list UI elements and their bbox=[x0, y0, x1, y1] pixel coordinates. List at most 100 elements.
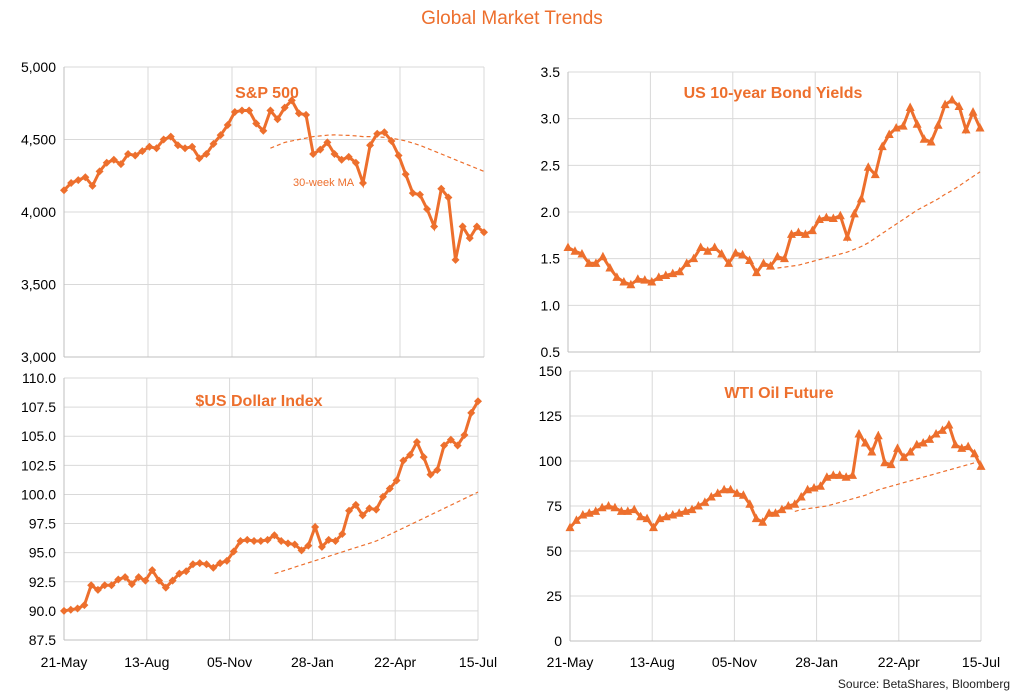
data-point-marker bbox=[351, 158, 360, 167]
data-point-marker bbox=[134, 573, 143, 582]
x-tick-label: 28-Jan bbox=[291, 654, 334, 670]
data-point-marker bbox=[323, 138, 332, 147]
data-point-marker bbox=[612, 272, 622, 281]
data-point-marker bbox=[863, 162, 873, 171]
data-point-marker bbox=[373, 129, 382, 138]
x-tick-label: 13-Aug bbox=[124, 654, 169, 670]
data-point-marker bbox=[109, 155, 118, 164]
data-point-marker bbox=[401, 170, 410, 179]
data-point-marker bbox=[188, 142, 197, 151]
data-point-marker bbox=[446, 435, 455, 444]
data-point-marker bbox=[687, 504, 697, 514]
data-point-marker bbox=[925, 434, 935, 443]
data-point-marker bbox=[302, 110, 311, 119]
data-point-marker bbox=[963, 441, 973, 451]
data-point-marker bbox=[604, 501, 614, 510]
data-point-marker bbox=[800, 229, 810, 238]
data-point-marker bbox=[259, 126, 268, 135]
data-point-marker bbox=[387, 136, 396, 145]
data-point-marker bbox=[330, 150, 339, 158]
y-tick-label: 25 bbox=[546, 588, 562, 604]
data-point-marker bbox=[870, 169, 880, 179]
data-point-marker bbox=[444, 193, 453, 202]
data-point-marker bbox=[406, 450, 415, 459]
data-point-marker bbox=[385, 484, 394, 493]
data-point-marker bbox=[331, 537, 340, 546]
y-tick-label: 75 bbox=[546, 498, 562, 514]
data-point-marker bbox=[779, 253, 789, 263]
data-point-marker bbox=[380, 128, 389, 137]
x-tick-label: 05-Nov bbox=[712, 654, 757, 670]
main-title: Global Market Trends bbox=[421, 8, 603, 29]
data-point-marker bbox=[181, 144, 190, 153]
data-point-marker bbox=[80, 601, 89, 610]
data-point-marker bbox=[252, 119, 261, 128]
data-point-marker bbox=[640, 275, 650, 284]
y-tick-label: 105.0 bbox=[21, 428, 56, 444]
data-point-marker bbox=[919, 134, 929, 143]
data-point-marker bbox=[759, 258, 769, 267]
data-point-marker bbox=[394, 151, 403, 160]
data-point-marker bbox=[793, 227, 803, 237]
data-point-marker bbox=[944, 420, 954, 429]
data-point-marker bbox=[309, 150, 318, 158]
data-point-marker bbox=[358, 511, 367, 520]
data-point-marker bbox=[891, 123, 901, 132]
x-tick-label: 13-Aug bbox=[630, 654, 675, 670]
data-point-marker bbox=[216, 559, 225, 568]
data-point-marker bbox=[848, 470, 858, 479]
data-point-marker bbox=[399, 456, 408, 465]
data-point-marker bbox=[145, 142, 154, 151]
data-point-marker bbox=[975, 123, 985, 132]
data-point-marker bbox=[893, 443, 903, 452]
data-point-marker bbox=[237, 106, 246, 115]
x-tick-label: 21-May bbox=[547, 654, 594, 670]
data-point-marker bbox=[954, 101, 964, 111]
data-point-marker bbox=[877, 141, 887, 151]
data-point-marker bbox=[311, 523, 320, 532]
data-point-marker bbox=[152, 144, 161, 153]
data-point-marker bbox=[324, 535, 333, 544]
y-tick-label: 107.5 bbox=[21, 399, 56, 415]
data-point-marker bbox=[899, 452, 909, 461]
data-point-marker bbox=[60, 186, 68, 195]
data-point-marker bbox=[480, 228, 488, 237]
y-tick-label: 1.0 bbox=[541, 297, 561, 313]
data-point-marker bbox=[392, 476, 401, 485]
y-tick-label: 3,500 bbox=[21, 277, 56, 293]
data-point-marker bbox=[814, 214, 824, 223]
chart-title: WTI Oil Future bbox=[724, 385, 833, 402]
data-point-marker bbox=[437, 184, 446, 193]
data-point-marker bbox=[605, 263, 615, 272]
data-point-marker bbox=[719, 484, 729, 494]
data-point-marker bbox=[636, 511, 646, 521]
data-point-marker bbox=[796, 492, 806, 501]
data-point-marker bbox=[166, 132, 175, 141]
data-point-marker bbox=[155, 576, 164, 585]
data-point-marker bbox=[724, 258, 734, 267]
chart-title: US 10-year Bond Yields bbox=[684, 85, 863, 102]
data-point-marker bbox=[884, 129, 894, 139]
data-point-marker bbox=[458, 222, 467, 231]
data-point-marker bbox=[131, 151, 140, 160]
data-point-marker bbox=[751, 513, 761, 523]
data-point-marker bbox=[245, 106, 254, 115]
data-point-marker bbox=[229, 547, 238, 556]
moving-average-annotation: 30-week MA bbox=[293, 177, 355, 189]
data-point-marker bbox=[419, 453, 428, 462]
data-point-marker bbox=[100, 581, 109, 590]
data-point-marker bbox=[430, 222, 439, 231]
data-point-marker bbox=[777, 504, 787, 514]
data-point-marker bbox=[223, 121, 232, 129]
y-tick-label: 87.5 bbox=[29, 632, 56, 648]
data-point-marker bbox=[905, 447, 915, 456]
data-point-marker bbox=[433, 465, 442, 474]
data-point-marker bbox=[854, 429, 864, 438]
data-point-marker bbox=[453, 441, 462, 450]
data-point-marker bbox=[968, 107, 978, 116]
data-point-marker bbox=[706, 492, 716, 501]
y-tick-label: 125 bbox=[539, 408, 563, 424]
data-point-marker bbox=[860, 438, 870, 447]
data-point-marker bbox=[358, 179, 367, 187]
data-point-marker bbox=[682, 258, 692, 267]
